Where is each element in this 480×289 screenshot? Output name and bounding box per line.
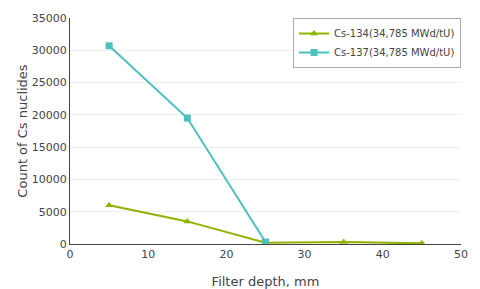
svg-text:30: 30 xyxy=(298,248,312,261)
svg-text:15000: 15000 xyxy=(32,141,67,154)
svg-text:Filter depth, mm: Filter depth, mm xyxy=(212,274,320,289)
svg-text:Cs-134(34,785 MWd/tU): Cs-134(34,785 MWd/tU) xyxy=(334,28,454,39)
svg-text:10: 10 xyxy=(141,248,155,261)
svg-text:Count of Cs nuclides: Count of Cs nuclides xyxy=(15,64,30,197)
svg-text:10000: 10000 xyxy=(32,173,67,186)
svg-text:25000: 25000 xyxy=(32,76,67,89)
svg-text:5000: 5000 xyxy=(39,206,67,219)
svg-text:50: 50 xyxy=(454,248,468,261)
svg-text:30000: 30000 xyxy=(32,44,67,57)
svg-text:Cs-137(34,785 MWd/tU): Cs-137(34,785 MWd/tU) xyxy=(334,47,454,58)
svg-text:40: 40 xyxy=(376,248,390,261)
svg-text:20: 20 xyxy=(219,248,233,261)
svg-text:0: 0 xyxy=(67,248,74,261)
svg-text:20000: 20000 xyxy=(32,109,67,122)
svg-text:35000: 35000 xyxy=(32,12,67,25)
svg-text:0: 0 xyxy=(60,238,67,251)
